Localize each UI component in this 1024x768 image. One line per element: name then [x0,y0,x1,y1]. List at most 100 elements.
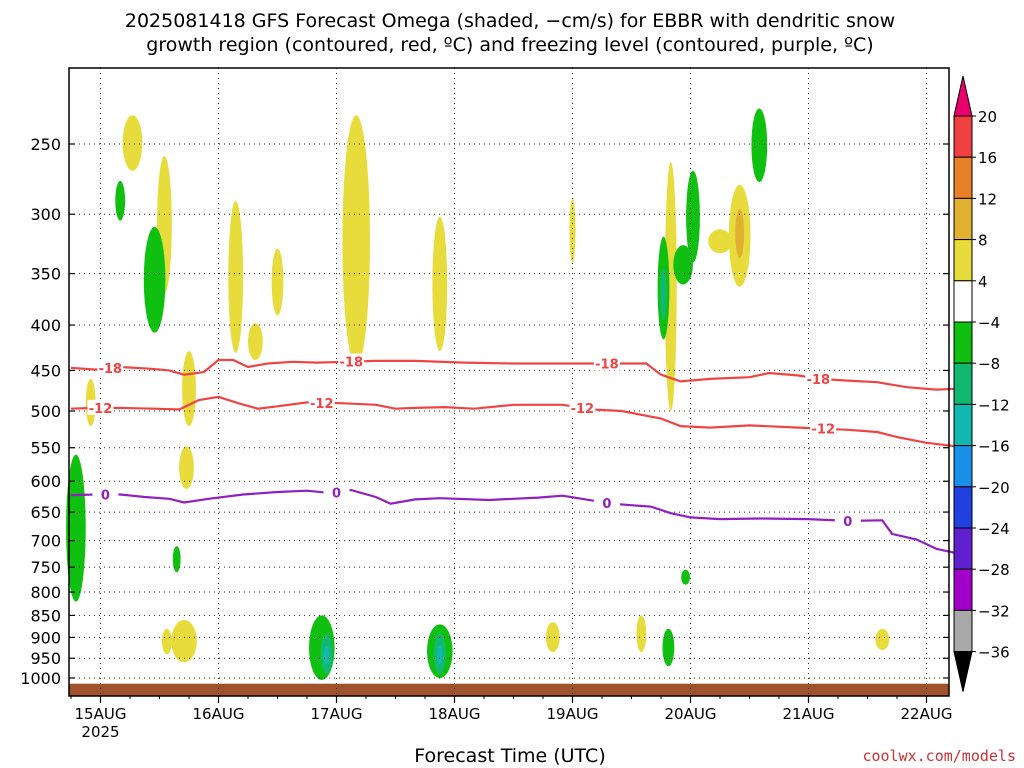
contour-label-bg [308,394,335,410]
contour-label-bg [92,486,119,502]
omega-region-7 [342,115,371,367]
omega-shading [66,108,890,680]
colorbar-label: 8 [978,232,988,250]
colorbar-band [953,362,973,405]
omega-region-8 [432,216,448,352]
contour-label: -12 [310,397,334,412]
y-tick-label: 800 [30,583,61,602]
contour-label-bg [834,512,861,528]
omega-region-18 [875,628,890,651]
omega-region-23 [172,546,181,573]
colorbar-label: 4 [978,273,988,291]
contour-label-bg [338,353,365,369]
colorbar-band [953,609,973,653]
contour-label: -12 [812,423,836,438]
contour-label: -18 [99,362,123,377]
chart-title-line-1: 2025081418 GFS Forecast Omega (shaded, −… [125,10,895,32]
omega-region-19 [735,209,745,258]
contour-label-bg [323,484,350,500]
x-tick-label: 18AUG [429,705,481,723]
colorbar-label: 12 [978,190,997,208]
colorbar-band [953,568,973,611]
y-tick-label: 600 [30,472,61,491]
chart-title-line-2: growth region (contoured, red, ºC) and f… [146,34,873,56]
contour-label-bg [593,355,620,371]
y-tick-label: 550 [30,439,61,458]
contour-label-bg [97,360,124,376]
colorbar-band [953,115,973,158]
omega-region-16 [545,622,560,653]
x-tick-label: 21AUG [783,705,835,723]
contour-label: -12 [89,402,113,417]
omega-region-14 [171,619,197,663]
contour-label: -12 [571,402,595,417]
contour-label-bg [593,494,620,510]
omega-region-12 [708,229,732,254]
x-axis-label: Forecast Time (UTC) [414,745,605,767]
colorbar-band [953,445,973,488]
site-credit: coolwx.com/models [862,747,1016,765]
colorbar-band [953,156,973,199]
colorbar-label: −32 [978,602,1010,620]
colorbar: 20 16 12 8 4 −4 −8 −12 −16 −20 −24 −28 −32 −36 [953,75,1010,692]
x-tick-label: 19AUG [547,705,599,723]
colorbar-top-triangle [953,75,973,117]
omega-region-22 [66,454,86,602]
colorbar-label: −28 [978,561,1010,579]
plot-frame [68,67,950,697]
x-tick-label: 22AUG [901,705,953,723]
y-axis: 250 300 350 400 450 500 550 600 650 700 750 800 850 9… [20,135,949,688]
omega-region-35 [323,645,330,665]
omega-region-5 [248,323,263,360]
contour-label-bg [87,399,114,415]
x-tick-label: 16AUG [193,705,245,723]
colorbar-band [953,321,973,364]
omega-region-31 [681,569,690,585]
y-tick-label: 1000 [20,669,61,688]
omega-region-17 [636,615,647,653]
y-tick-label: 900 [30,628,61,647]
omega-region-30 [751,108,768,183]
contour-label: 0 [602,497,611,512]
contour-label: 0 [843,515,852,530]
colorbar-label: −12 [978,396,1010,414]
colorbar-bottom-triangle [953,651,973,692]
colorbar-label: −24 [978,520,1010,538]
x-tick-label: 17AUG [311,705,363,723]
temperature-contours: -18 -18 -18 -18 -12 -12 -12 -12 0 0 0 0 [70,353,957,555]
contour-label: 0 [332,486,341,501]
contour-label-bg [805,370,832,386]
contour-label: -18 [595,358,619,373]
omega-region-10 [664,162,677,411]
y-tick-label: 950 [30,649,61,668]
colorbar-band [953,527,973,570]
omega-region-2 [182,351,196,427]
omega-region-29 [673,245,693,285]
contour-label: -18 [807,373,831,388]
y-tick-label: 700 [30,532,61,551]
contour-line-0 [70,488,957,555]
omega-region-34 [660,268,667,321]
y-tick-label: 350 [30,265,61,284]
y-tick-label: 650 [30,503,61,522]
contour-label: -18 [340,356,364,371]
colorbar-band [953,239,973,282]
colorbar-band [953,403,973,447]
y-tick-label: 400 [30,316,61,335]
omega-region-4 [228,201,244,353]
omega-region-28 [686,170,700,263]
y-tick-label: 250 [30,135,61,154]
contour-line--12 [70,395,957,448]
omega-region-15 [162,628,172,655]
y-tick-label: 300 [30,205,61,224]
omega-region-27 [662,628,675,667]
omega-region-36 [436,645,443,665]
colorbar-band [953,197,973,241]
y-tick-label: 850 [30,606,61,625]
contour-label: 0 [101,488,110,503]
colorbar-label: −8 [978,355,1000,373]
y-tick-label: 450 [30,361,61,380]
dotted-grid [69,68,949,696]
contour-label-bg [569,399,596,415]
colorbar-band [953,486,973,529]
